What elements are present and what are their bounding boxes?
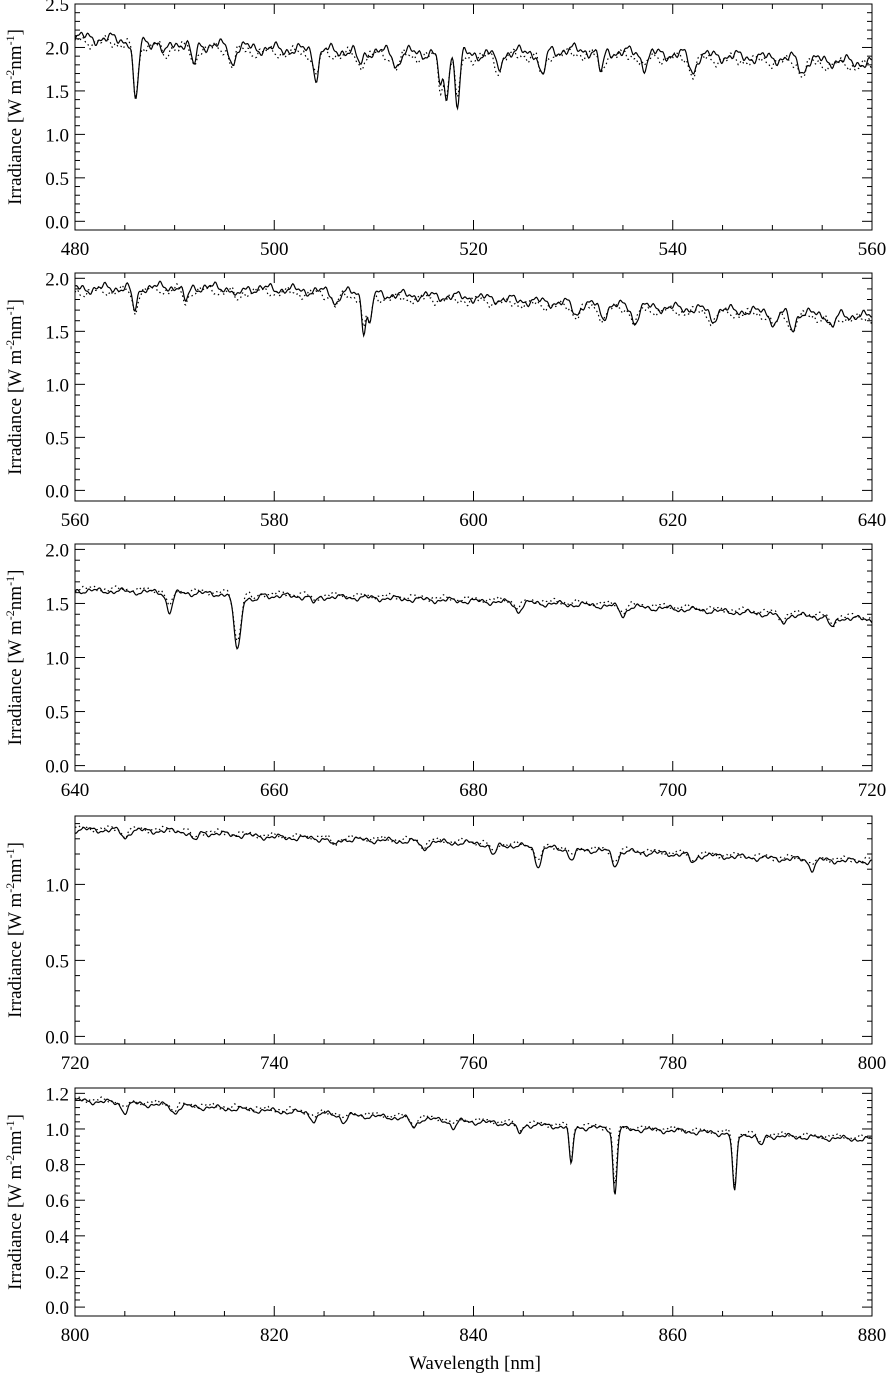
y-tick-label: 0.0 (45, 212, 69, 233)
x-tick-label: 780 (659, 1053, 688, 1074)
y-tick-label: 1.0 (45, 649, 69, 670)
x-tick-label: 680 (459, 780, 488, 801)
y-tick-label: 0.0 (45, 481, 69, 502)
y-tick-label: 2.0 (45, 38, 69, 59)
x-tick-label: 800 (858, 1053, 887, 1074)
y-tick-label: 0.4 (45, 1227, 69, 1248)
y-tick-label: 0.5 (45, 951, 69, 972)
x-tick-label: 800 (61, 1325, 90, 1346)
panel-3: 640 660 680 700 720 0.0 0.5 1.0 1.5 2.0 Irradiance… (3, 540, 886, 801)
y-tick-label: 0.0 (45, 1027, 69, 1048)
y-axis-title: Irradiance [W m-2nm-1] (3, 299, 26, 475)
y-tick-label: 1.0 (45, 375, 69, 396)
y-tick-label: 2.5 (45, 0, 69, 16)
x-tick-label: 620 (659, 510, 688, 531)
panel-1-frame (74, 3, 873, 231)
y-axis-title: Irradiance [W m-2nm-1] (3, 1114, 26, 1290)
panel-5-series-solid (75, 1097, 872, 1195)
panel-2-series-solid (75, 280, 872, 338)
y-tick-label: 1.5 (45, 594, 69, 615)
y-tick-label: 1.2 (45, 1084, 69, 1105)
panel-3-frame (74, 543, 873, 772)
x-tick-label: 720 (61, 1053, 90, 1074)
y-axis-title: Irradiance [W m-2nm-1] (3, 29, 26, 205)
x-tick-label: 480 (61, 239, 90, 260)
x-tick-label: 560 (858, 239, 887, 260)
y-tick-label: 1.0 (45, 125, 69, 146)
panel-4-frame (74, 815, 873, 1045)
x-axis-title: Wavelength [nm] (409, 1353, 541, 1374)
panel-3-series-dotted (75, 585, 872, 642)
y-tick-label: 1.5 (45, 322, 69, 343)
y-tick-label: 0.5 (45, 703, 69, 724)
x-tick-label: 560 (61, 510, 90, 531)
y-axis-title: Irradiance [W m-2nm-1] (3, 842, 26, 1018)
y-tick-label: 0.6 (45, 1191, 69, 1212)
y-tick-label: 2.0 (45, 540, 69, 561)
y-tick-label: 0.0 (45, 1298, 69, 1319)
x-tick-label: 840 (459, 1325, 488, 1346)
y-tick-label: 0.5 (45, 169, 69, 190)
x-tick-label: 720 (858, 780, 887, 801)
y-tick-label: 2.0 (45, 269, 69, 290)
panel-4: 720 740 760 780 800 0.0 0.5 1.0 Irradiance [W m-… (3, 815, 887, 1074)
y-axis-title: Irradiance [W m-2nm-1] (3, 570, 26, 746)
y-tick-label: 0.8 (45, 1156, 69, 1177)
panel-1-series-dotted (75, 34, 872, 100)
panel-5: 800 820 840 860 880 0.0 0.2 0.4 0.6 0.8 1.0 1.2 Irra… (3, 1084, 886, 1346)
panel-2-series-dotted (75, 283, 872, 332)
x-tick-label: 880 (858, 1325, 887, 1346)
y-tick-label: 0.5 (45, 428, 69, 449)
panels: 480 500 520 540 560 0.0 0.5 1.0 1.5 2.0 2.5 Irradia… (3, 0, 886, 1346)
panel-4-series-solid (75, 826, 872, 873)
y-tick-label: 1.0 (45, 875, 69, 896)
x-tick-label: 580 (260, 510, 289, 531)
panel-4-series-dotted (75, 825, 872, 866)
x-tick-label: 660 (260, 780, 289, 801)
x-tick-label: 520 (459, 239, 488, 260)
x-tick-label: 700 (659, 780, 688, 801)
panel-1-series-solid (75, 31, 872, 111)
panel-5-series-dotted (75, 1096, 872, 1186)
x-tick-label: 600 (459, 510, 488, 531)
y-tick-label: 1.0 (45, 1120, 69, 1141)
x-tick-label: 860 (659, 1325, 688, 1346)
panel-2: 560 580 600 620 640 0.0 0.5 1.0 1.5 2.0 Irradiance… (3, 269, 886, 531)
x-tick-label: 820 (260, 1325, 289, 1346)
x-tick-label: 640 (858, 510, 887, 531)
y-tick-label: 0.0 (45, 757, 69, 778)
y-tick-label: 1.5 (45, 82, 69, 103)
x-tick-label: 540 (659, 239, 688, 260)
panel-1: 480 500 520 540 560 0.0 0.5 1.0 1.5 2.0 2.5 Irradia… (3, 0, 886, 260)
x-tick-label: 500 (260, 239, 289, 260)
y-tick-label: 0.2 (45, 1262, 69, 1283)
x-tick-label: 760 (459, 1053, 488, 1074)
x-tick-label: 640 (61, 780, 90, 801)
panel-3-series-solid (75, 587, 872, 650)
x-tick-label: 740 (260, 1053, 289, 1074)
